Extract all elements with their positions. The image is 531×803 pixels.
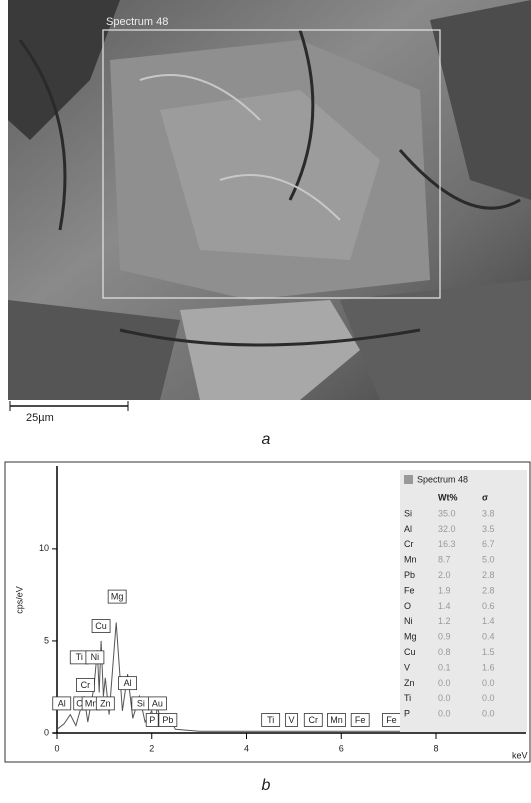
peak-label: Cr [81,680,91,690]
table-value: 0.6 [482,601,495,611]
table-value: 3.5 [482,524,495,534]
table-value: 1.4 [482,616,495,626]
peak-label: Mg [111,591,124,601]
table-value: 1.4 [438,601,451,611]
element-name: Al [404,524,412,534]
peak-label: Ti [267,715,274,725]
table-value: 0.0 [482,709,495,719]
peak-label: Al [124,678,132,688]
table-value: 3.8 [482,508,495,518]
peak-label: P [149,715,155,725]
table-background [400,470,527,732]
table-value: 32.0 [438,524,456,534]
table-value: 2.0 [438,570,451,580]
x-tick-label: 8 [433,743,438,753]
table-value: 1.6 [482,662,495,672]
peak-label: Ti [76,652,83,662]
peak-label: Pb [162,715,173,725]
x-tick-label: 4 [244,743,249,753]
peak-label: Mn [85,698,98,708]
scale-bar-label: 25µm [26,412,54,424]
y-tick-label: 10 [39,543,49,553]
peak-label: V [288,715,294,725]
table-value: 5.0 [482,555,495,565]
table-value: 2.8 [482,585,495,595]
element-name: Si [404,508,412,518]
table-value: 0.1 [438,662,451,672]
y-tick-label: 5 [44,635,49,645]
peak-label: Cu [95,621,107,631]
panel-caption: b [262,777,271,794]
peak-label: Fe [386,715,397,725]
element-name: Cu [404,647,416,657]
table-value: 6.7 [482,539,495,549]
table-value: 0.0 [438,678,451,688]
element-name: O [404,601,411,611]
x-axis-label: keV [512,750,528,760]
peak-label: Au [152,698,163,708]
element-name: Ni [404,616,413,626]
panel-caption: a [262,431,271,448]
figure: Spectrum 48 25µm a b cps/eV keV 0 5 10 0 2 4 6… [0,0,531,798]
table-value: 8.7 [438,555,451,565]
peak-label: Ni [91,652,100,662]
table-value: 1.2 [438,616,451,626]
table-header: Wt% [438,492,458,502]
table-title: Spectrum 48 [417,474,468,484]
table-value: 16.3 [438,539,456,549]
element-name: Mg [404,632,417,642]
spectrum-region-label: Spectrum 48 [106,16,168,28]
table-value: 1.5 [482,647,495,657]
x-tick-label: 2 [149,743,154,753]
table-value: 0.0 [482,678,495,688]
peak-label: Si [137,698,145,708]
table-value: 1.9 [438,585,451,595]
peak-label: Zn [100,698,111,708]
y-tick-label: 0 [44,727,49,737]
table-value: 35.0 [438,508,456,518]
element-name: Zn [404,678,415,688]
table-value: 0.4 [482,632,495,642]
peak-label: Mn [330,715,343,725]
legend-swatch [404,475,413,484]
x-tick-label: 6 [339,743,344,753]
x-tick-label: 0 [54,743,59,753]
peak-label: Al [58,698,66,708]
element-name: P [404,709,410,719]
table-value: 0.0 [438,693,451,703]
element-name: Pb [404,570,415,580]
element-name: Fe [404,585,415,595]
table-value: 2.8 [482,570,495,580]
element-name: V [404,662,410,672]
table-value: 0.0 [482,693,495,703]
sem-image [8,0,531,400]
element-name: Cr [404,539,414,549]
table-value: 0.9 [438,632,451,642]
legend-table: Spectrum 48 Wt% σ Si 35.0 3.8 Al 32.0 3.5 Cr 16.3 6… [400,470,527,732]
element-name: Ti [404,693,411,703]
peak-label: Cr [309,715,319,725]
y-axis-label: cps/eV [14,586,24,614]
table-value: 0.0 [438,709,451,719]
element-name: Mn [404,555,417,565]
peak-label: Fe [355,715,366,725]
table-value: 0.8 [438,647,451,657]
table-header: σ [482,492,488,502]
